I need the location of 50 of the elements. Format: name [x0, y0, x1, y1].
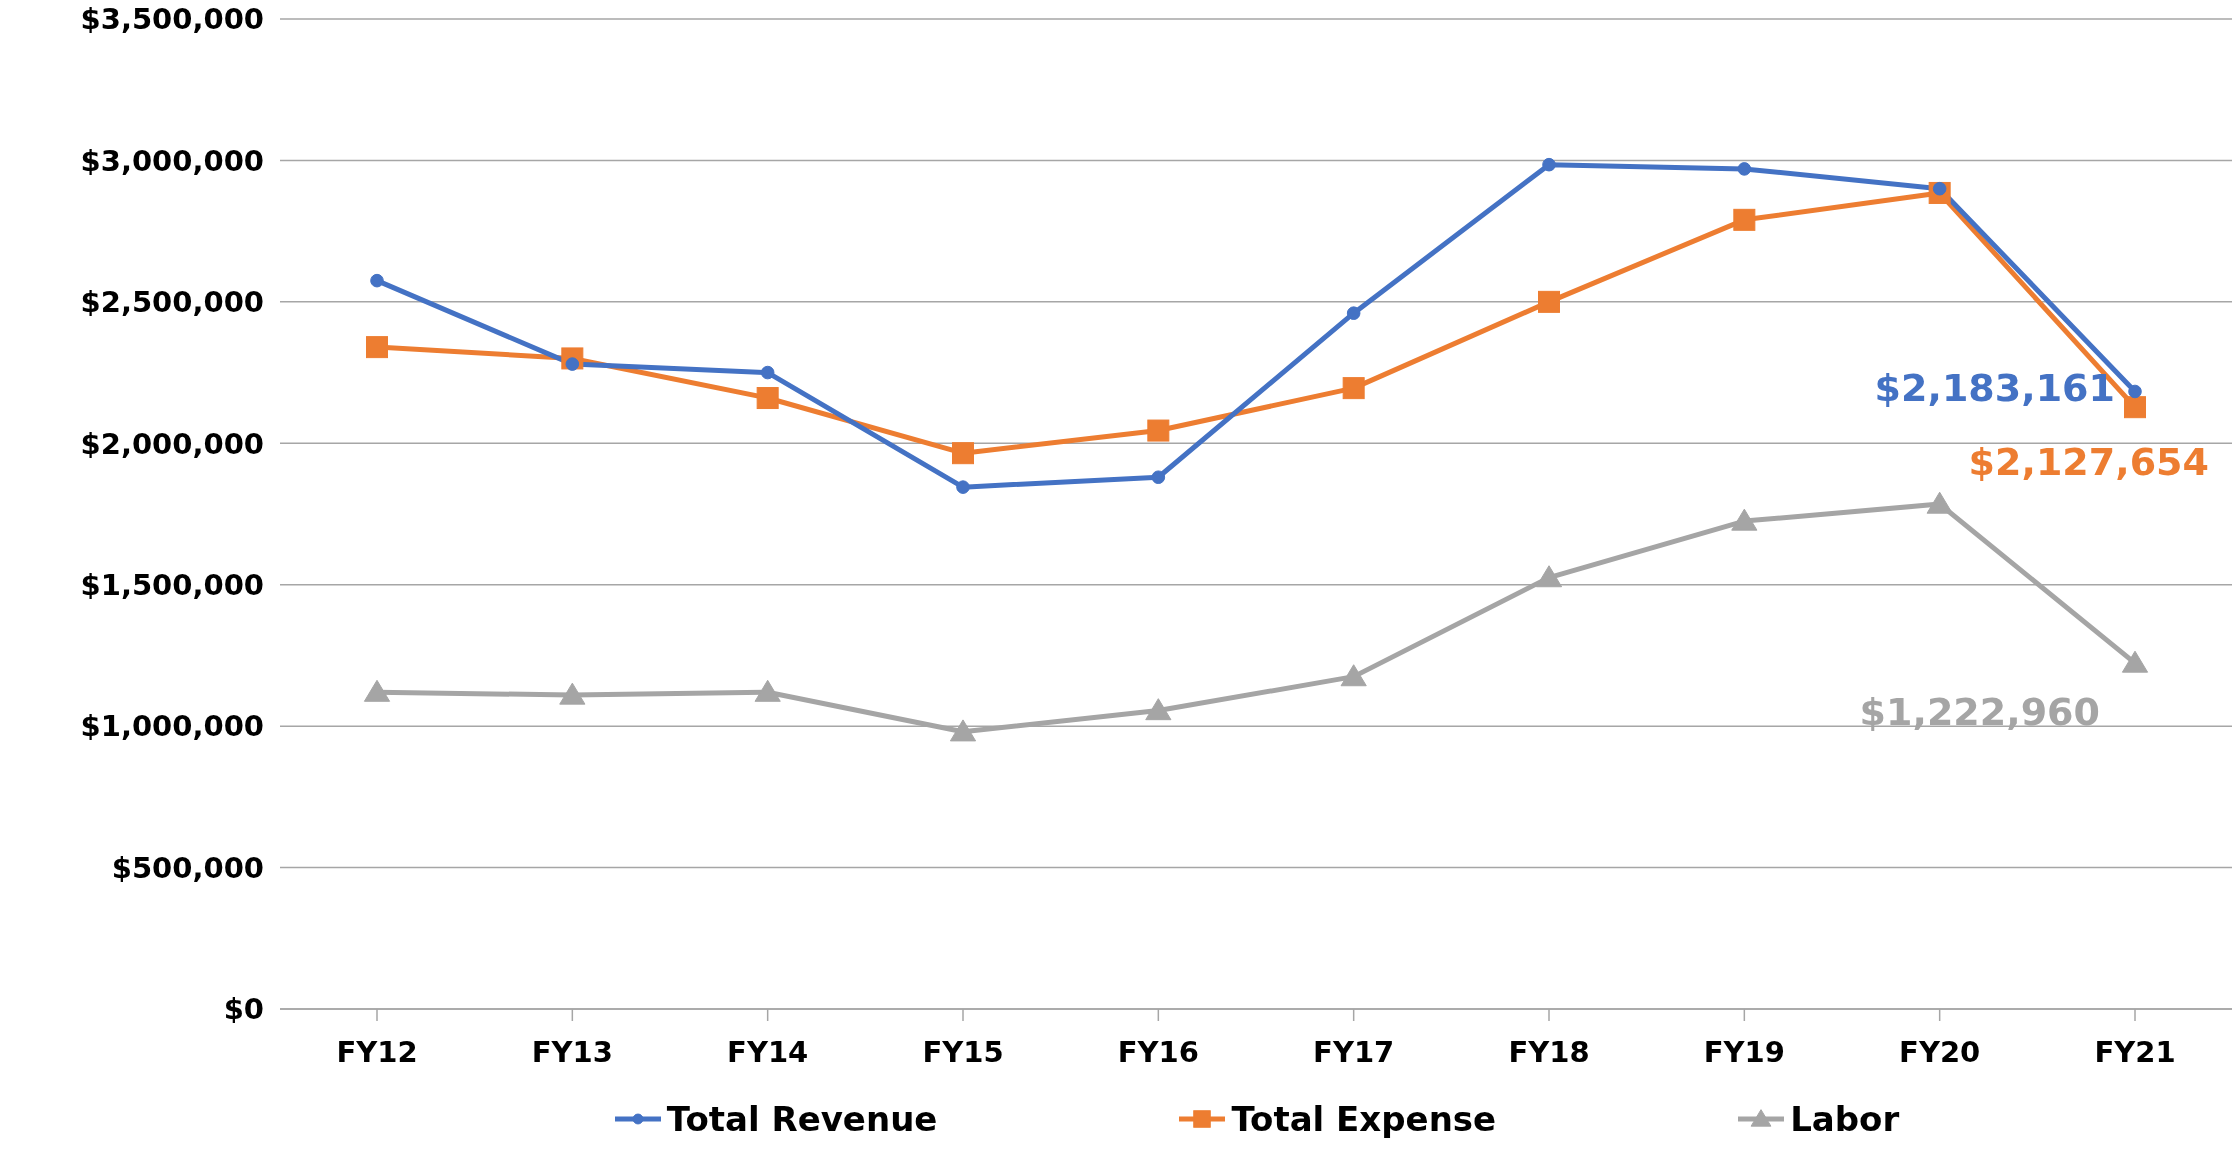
- point: [370, 273, 384, 288]
- point: [1342, 377, 1365, 400]
- point: [956, 480, 970, 494]
- y-tick-label: $0: [223, 992, 264, 1027]
- point: [1731, 508, 1758, 531]
- data-label: $2,127,654: [1968, 440, 2209, 485]
- y-tick-label: $2,500,000: [80, 285, 264, 320]
- point: [756, 387, 779, 410]
- y-tick-label: $500,000: [111, 850, 264, 885]
- x-tick-label: FY13: [531, 1034, 613, 1069]
- point: [2128, 384, 2142, 399]
- y-tick-label: $3,500,000: [80, 2, 264, 37]
- x-tick-label: FY15: [922, 1034, 1004, 1069]
- legend-label: Total Revenue: [665, 1099, 938, 1139]
- point: [363, 679, 391, 702]
- point: [2124, 396, 2146, 419]
- point: [1147, 419, 1170, 442]
- point: [1145, 698, 1172, 721]
- point: [366, 336, 388, 359]
- point: [1733, 208, 1756, 231]
- x-tick-label: FY21: [2094, 1034, 2176, 1069]
- point: [1535, 565, 1563, 588]
- point: [760, 365, 775, 380]
- point: [1926, 491, 1953, 514]
- x-tick-label: FY16: [1117, 1034, 1199, 1069]
- point: [1151, 470, 1166, 485]
- point: [1346, 306, 1361, 320]
- point: [1340, 664, 1367, 687]
- y-tick-label: $3,000,000: [80, 143, 264, 178]
- point: [952, 442, 974, 465]
- point: [754, 679, 781, 702]
- point: [1538, 290, 1560, 313]
- data-label: $1,222,960: [1859, 690, 2100, 735]
- data-label: $2,183,161: [1874, 366, 2115, 411]
- x-tick-label: FY19: [1703, 1034, 1785, 1069]
- point: [559, 682, 586, 705]
- y-tick-label: $1,000,000: [80, 709, 264, 744]
- x-tick-label: FY12: [336, 1034, 418, 1069]
- point: [1737, 162, 1752, 176]
- legend-label: Labor: [1789, 1099, 1900, 1139]
- point: [1542, 157, 1556, 172]
- y-tick-label: $1,500,000: [80, 568, 264, 603]
- legend-label: Total Expense: [1230, 1099, 1497, 1139]
- x-tick-label: FY20: [1899, 1034, 1981, 1069]
- point: [2121, 650, 2149, 673]
- x-tick-label: FY18: [1508, 1034, 1590, 1069]
- x-tick-label: FY14: [727, 1034, 809, 1069]
- point: [949, 719, 977, 742]
- y-tick-label: $2,000,000: [80, 426, 264, 461]
- x-tick-label: FY17: [1313, 1034, 1395, 1069]
